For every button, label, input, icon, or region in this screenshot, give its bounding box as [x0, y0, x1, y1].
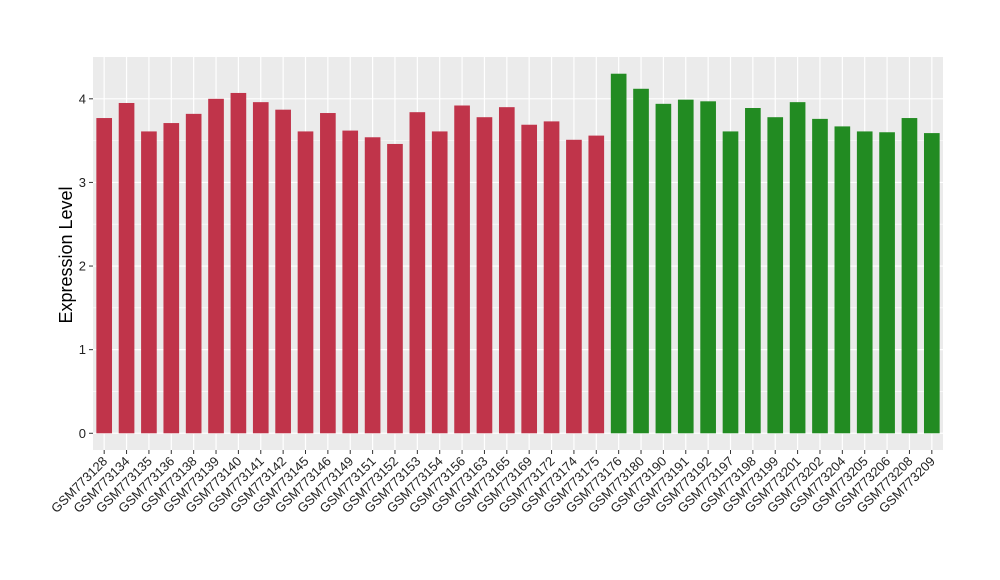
bar	[610, 73, 627, 434]
y-tick-label: 1	[79, 342, 86, 357]
bar	[454, 105, 470, 434]
bar	[141, 131, 157, 434]
bar	[364, 137, 381, 434]
y-tick-label: 3	[79, 175, 86, 190]
bar	[498, 107, 515, 434]
bar	[700, 101, 716, 434]
bar	[320, 113, 336, 434]
bar	[342, 130, 359, 434]
bar	[879, 132, 895, 434]
bar	[230, 92, 247, 434]
bar	[521, 124, 538, 434]
bar	[252, 102, 269, 434]
bar	[96, 118, 113, 434]
bar	[297, 131, 314, 434]
bar	[901, 118, 918, 434]
bar	[789, 102, 806, 434]
bar	[856, 131, 873, 434]
bar	[834, 126, 851, 434]
x-axis: GSM773128GSM773134GSM773135GSM773136GSM7…	[48, 450, 938, 516]
bar	[118, 102, 135, 434]
y-tick-label: 2	[79, 259, 86, 274]
bar	[185, 113, 202, 434]
bar	[163, 123, 180, 434]
bar	[745, 108, 761, 434]
bar	[566, 139, 582, 434]
y-tick-label: 4	[79, 91, 86, 106]
bars	[96, 73, 940, 434]
bar	[387, 143, 403, 434]
bar	[677, 99, 694, 434]
bar	[275, 109, 291, 434]
bar	[476, 117, 493, 434]
bar	[812, 118, 828, 434]
bar	[208, 98, 224, 434]
bar	[409, 112, 426, 434]
y-tick-label: 0	[79, 426, 86, 441]
bar	[767, 117, 784, 434]
y-axis-title: Expression Level	[56, 186, 76, 323]
bar	[588, 135, 605, 434]
bar	[633, 88, 649, 434]
bar	[923, 133, 940, 434]
bar	[431, 131, 448, 434]
bar	[655, 103, 672, 434]
bar	[543, 121, 560, 434]
y-axis: 0 1 2 3 4	[79, 91, 93, 441]
bar	[722, 131, 739, 434]
